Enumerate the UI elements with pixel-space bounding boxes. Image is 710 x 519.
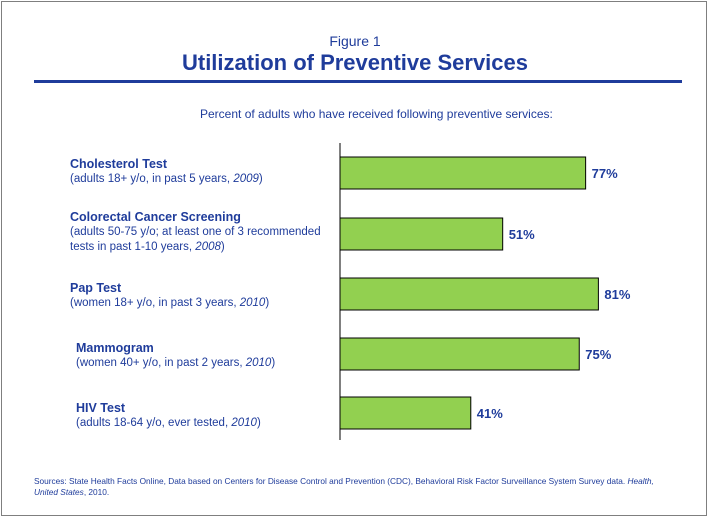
category-colorectal-screening: Colorectal Cancer Screening (adults 50-7… <box>70 210 340 255</box>
data-label: 51% <box>509 227 535 242</box>
category-detail: (women 18+ y/o, in past 3 years, 2010) <box>70 297 270 309</box>
category-detail: (adults 18-64 y/o, ever tested, 2010) <box>76 417 261 429</box>
category-detail: (women 40+ y/o, in past 2 years, 2010) <box>76 357 276 369</box>
chart-subtitle: Percent of adults who have received foll… <box>200 107 553 121</box>
sources-note: Sources: State Health Facts Online, Data… <box>34 476 654 497</box>
data-label: 77% <box>592 166 618 181</box>
category-name: Mammogram <box>76 341 154 355</box>
category-detail: (adults 50-75 y/o; at least one of 3 rec… <box>70 226 321 253</box>
category-cholesterol-test: Cholesterol Test (adults 18+ y/o, in pas… <box>70 157 340 187</box>
data-label: 41% <box>477 406 503 421</box>
category-detail: (adults 18+ y/o, in past 5 years, 2009) <box>70 173 263 185</box>
bar-pap-test <box>339 277 599 311</box>
category-name: Colorectal Cancer Screening <box>70 210 241 224</box>
title-divider <box>34 80 682 83</box>
bar-mammogram <box>339 337 580 371</box>
data-label: 75% <box>585 347 611 362</box>
category-hiv-test: HIV Test (adults 18-64 y/o, ever tested,… <box>76 401 346 431</box>
category-name: HIV Test <box>76 401 126 415</box>
category-pap-test: Pap Test (women 18+ y/o, in past 3 years… <box>70 281 340 311</box>
bar-colorectal-cancer-screening <box>339 217 504 251</box>
figure-label: Figure 1 <box>329 33 381 49</box>
bar-hiv-test <box>339 396 472 430</box>
bar-cholesterol-test <box>339 156 587 190</box>
chart-title: Utilization of Preventive Services <box>181 50 529 75</box>
category-mammogram: Mammogram (women 40+ y/o, in past 2 year… <box>76 341 346 371</box>
data-label: 81% <box>604 287 630 302</box>
category-name: Cholesterol Test <box>70 157 168 171</box>
category-name: Pap Test <box>70 281 122 295</box>
